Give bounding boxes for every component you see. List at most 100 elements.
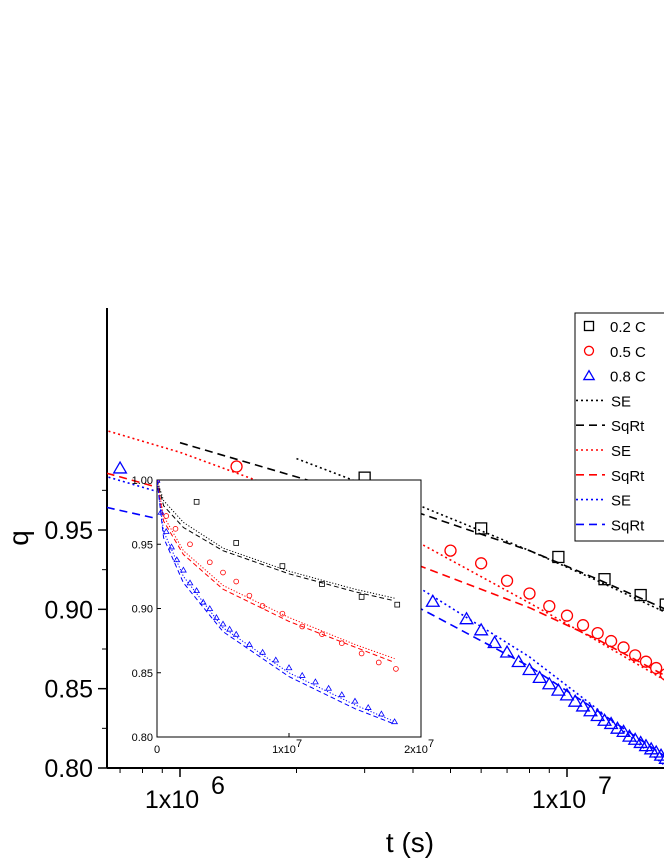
- main-0-5-c-1-point: [523, 587, 536, 600]
- main-0-8-c-2-point: [550, 682, 566, 696]
- legend-label: SE: [611, 443, 631, 460]
- inset-0-5-c-1-point: [393, 666, 399, 672]
- main-0-2-c-0-point: [552, 550, 565, 564]
- inset-0-8-c-2-point: [364, 704, 372, 710]
- inset-0-5-c-1-point: [319, 631, 325, 637]
- legend-item-0-2-c: 0.2 C: [583, 319, 646, 336]
- inset-plot: 0 1x10 7 2x10 7 0.800.850.900.951.00: [132, 475, 435, 756]
- main-0-8-c-2-point: [590, 708, 606, 722]
- x-tick-label: 1x10: [532, 786, 586, 814]
- main-0-5-c-1-point: [659, 668, 664, 681]
- legend-triangle-marker: [582, 369, 596, 381]
- legend-square-marker: [583, 320, 595, 332]
- inset-0-8-c-2-point: [285, 664, 293, 671]
- main-0-5-c-1-point: [474, 557, 488, 570]
- inset-0-8-c-2-point: [338, 691, 346, 698]
- main-0-8-c-2-point: [627, 732, 643, 745]
- inset-0-8-c-2-point: [272, 656, 280, 663]
- inset-0-2-c-0-point: [193, 499, 200, 505]
- legend: 0.2 C 0.5 C 0.8 C SE SqRt SE SqRt SE SqRt: [574, 312, 664, 542]
- main-0-8-c-2-point: [559, 687, 575, 701]
- inset-background: [157, 480, 421, 737]
- legend-item-0-8-c: 0.8 C: [582, 369, 646, 386]
- inset-0-5-c-1-point: [187, 541, 193, 548]
- main-0-5-c-1-point: [543, 600, 556, 613]
- y-tick-label: 0.80: [44, 755, 93, 783]
- inset-se-3-line: [157, 480, 395, 599]
- inset-0-8-c-2-point: [259, 648, 267, 655]
- y-axis-title: q: [3, 530, 34, 546]
- legend-item-se: SE: [576, 443, 631, 460]
- legend-label: SqRt: [611, 517, 645, 534]
- inset-y-tick-label: 1.00: [132, 475, 153, 487]
- main-0-2-c-0-point: [659, 598, 664, 611]
- inset-sqrt-8-line: [157, 480, 395, 725]
- main-0-8-c-2-point: [541, 676, 557, 690]
- inset-y-tick-label: 0.85: [132, 668, 153, 680]
- main-0-8-c-2-point: [609, 720, 625, 734]
- y-tick-label: 0.95: [44, 517, 93, 545]
- main-0-8-c-2-point: [616, 724, 632, 737]
- inset-sqrt-4-line: [157, 480, 395, 602]
- inset-0-5-c-1-point: [259, 603, 266, 609]
- x-tick-label: 1x10: [145, 786, 199, 814]
- inset-0-2-c-0-points: [157, 480, 401, 608]
- x-axis-title: t (s): [386, 827, 434, 858]
- main-0-5-c-1-point: [650, 661, 663, 675]
- inset-0-8-c-2-point: [186, 579, 194, 586]
- inset-y-tick-label: 0.80: [132, 732, 153, 744]
- inset-0-5-c-1-point: [220, 569, 226, 576]
- inset-0-8-c-2-point: [377, 710, 385, 717]
- legend-item-se: SE: [576, 493, 631, 510]
- main-0-5-c-1-point: [639, 655, 653, 668]
- legend-item-sqrt: SqRt: [576, 418, 645, 435]
- legend-label: 0.2 C: [610, 319, 646, 336]
- main-0-2-c-0-point: [598, 573, 611, 586]
- x-tick-exponent: 7: [598, 772, 612, 800]
- main-y-ticks: 0.80 0.85 0.90 0.95: [44, 489, 107, 783]
- main-0-8-c-2-point: [112, 460, 128, 474]
- inset-0-5-c-1-point: [375, 659, 382, 666]
- legend-items: 0.2 C 0.5 C 0.8 C SE SqRt SE SqRt SE SqRt: [576, 319, 646, 534]
- legend-label: SqRt: [611, 468, 645, 485]
- inset-0-8-c-2-point: [219, 620, 227, 627]
- main-0-8-c-2-point: [522, 662, 537, 676]
- inset-x-tick-label: 2x10: [404, 744, 428, 756]
- main-x-ticks: 1x10 6 1x10 7: [119, 768, 612, 814]
- main-0-8-c-2-point: [567, 694, 583, 707]
- inset-0-8-c-2-point: [173, 556, 181, 563]
- legend-circle-marker: [583, 345, 595, 356]
- main-0-8-c-2-point: [425, 594, 441, 607]
- inset-0-2-c-0-point: [394, 601, 401, 608]
- inset-0-8-c-2-point: [325, 684, 333, 691]
- inset-0-8-c-2-point: [212, 614, 220, 621]
- inset-0-5-c-1-point: [358, 650, 365, 657]
- inset-0-8-c-2-point: [298, 671, 306, 678]
- inset-0-8-c-2-point: [206, 605, 214, 612]
- inset-0-8-c-2-point: [351, 697, 359, 704]
- main-0-5-c-1-point: [617, 641, 630, 654]
- main-0-8-c-2-point: [621, 728, 637, 742]
- legend-label: SE: [611, 393, 631, 410]
- legend-label: 0.5 C: [610, 344, 646, 361]
- main-0-8-c-2-point: [459, 611, 474, 625]
- legend-item-sqrt: SqRt: [576, 517, 645, 534]
- inset-0-8-c-2-point: [199, 598, 207, 605]
- inset-0-5-c-1-point: [207, 559, 213, 566]
- legend-item-sqrt: SqRt: [576, 468, 645, 485]
- inset-x-tick-exponent: 7: [296, 738, 302, 750]
- main-0-8-c-2-point: [658, 754, 664, 764]
- inset-y-tick-label: 0.95: [132, 539, 153, 551]
- main-0-8-c-2-point: [487, 635, 503, 649]
- inset-0-5-c-1-point: [279, 610, 286, 617]
- inset-x-tick-label: 0: [154, 744, 160, 756]
- inset-x-tick-exponent: 7: [428, 738, 434, 750]
- main-0-8-c-2-point: [633, 735, 649, 749]
- main-0-8-c-2-point: [511, 654, 527, 668]
- inset-fit-lines: [157, 480, 395, 725]
- main-0-5-c-1-point: [230, 460, 243, 473]
- inset-0-8-c-2-point: [311, 678, 319, 685]
- legend-box: [574, 312, 664, 542]
- main-0-8-c-2-point: [583, 703, 598, 717]
- main-0-8-c-2-point: [499, 644, 515, 658]
